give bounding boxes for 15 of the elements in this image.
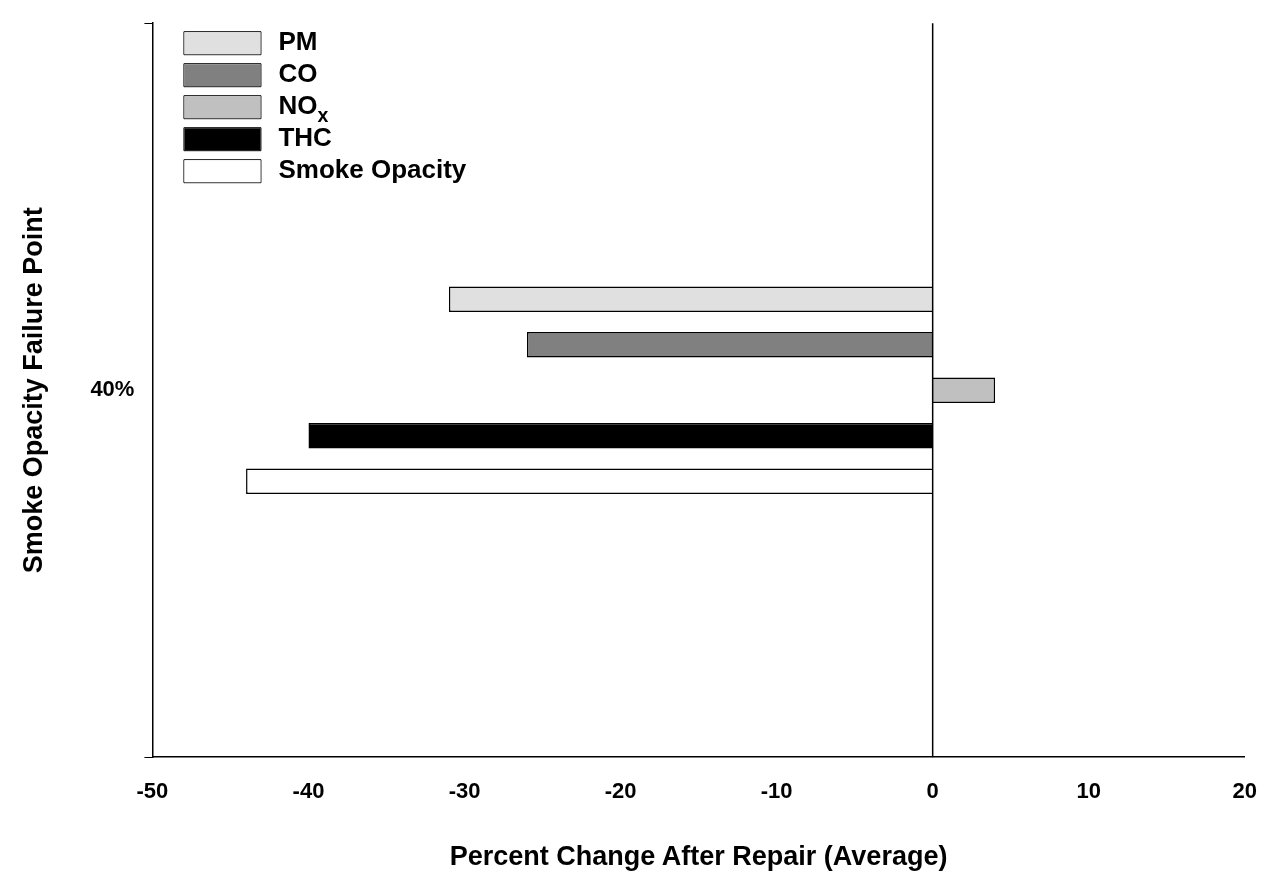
x-tick-label: 10 bbox=[1076, 778, 1101, 804]
legend-label: THC bbox=[278, 122, 333, 153]
x-tick-label: -20 bbox=[604, 778, 637, 804]
legend-label: PM bbox=[278, 26, 318, 57]
legend-label: Smoke Opacity bbox=[278, 154, 467, 185]
x-tick-label: -10 bbox=[760, 778, 793, 804]
y-tick-label: 40% bbox=[90, 376, 135, 402]
x-tick-label: 20 bbox=[1232, 778, 1258, 804]
x-tick-label: 0 bbox=[926, 778, 939, 804]
x-tick-label: -50 bbox=[136, 778, 169, 804]
legend-label: CO bbox=[278, 58, 318, 89]
x-axis-title: Percent Change After Repair (Average) bbox=[449, 841, 948, 872]
y-axis-title: Smoke Opacity Failure Point bbox=[17, 207, 48, 574]
x-tick-label: -40 bbox=[292, 778, 325, 804]
x-tick-label: -30 bbox=[448, 778, 481, 804]
